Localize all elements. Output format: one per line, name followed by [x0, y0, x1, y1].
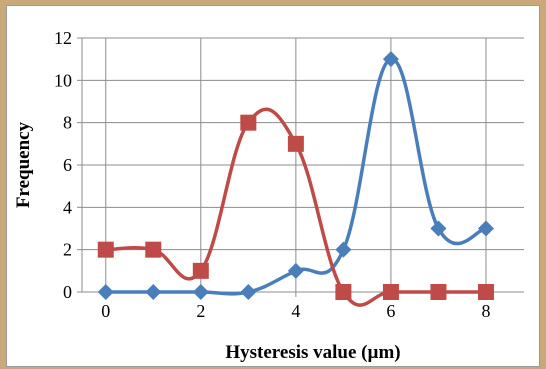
- series-2: [97, 107, 494, 307]
- y-tick-label: 6: [63, 155, 72, 175]
- y-axis-title: Frequency: [13, 121, 34, 208]
- x-tick-label: 8: [481, 301, 490, 321]
- axes: [77, 37, 524, 297]
- y-tick-label: 4: [63, 197, 72, 217]
- y-tick-label: 2: [63, 240, 72, 260]
- x-tick-label: 4: [291, 301, 300, 321]
- chart-frame: 0 2 4 6 8 10 12 0 2 4 6 8 Hysteresis value (µm) Fre…: [6, 5, 540, 367]
- square-marker: [477, 284, 494, 300]
- square-marker: [97, 241, 114, 258]
- diamond-marker: [240, 284, 257, 300]
- square-marker: [145, 241, 162, 258]
- y-tick-label: 12: [54, 28, 72, 48]
- series-layer: [97, 51, 494, 307]
- y-tick-label: 10: [54, 70, 72, 90]
- diamond-marker: [145, 284, 162, 300]
- diamond-marker: [97, 284, 114, 300]
- y-tick-label: 8: [63, 113, 72, 133]
- hysteresis-frequency-chart: 0 2 4 6 8 10 12 0 2 4 6 8 Hysteresis value (µm) Fre…: [13, 28, 524, 363]
- diamond-marker: [477, 220, 494, 237]
- diamond-marker: [192, 284, 209, 300]
- x-tick-label: 0: [101, 301, 110, 321]
- square-marker: [430, 284, 447, 300]
- tick-labels: 0 2 4 6 8 10 12 0 2 4 6 8: [54, 28, 490, 321]
- x-axis-title: Hysteresis value (µm): [225, 342, 400, 363]
- square-marker: [287, 135, 304, 152]
- x-tick-label: 2: [196, 301, 205, 321]
- diamond-marker: [335, 241, 352, 258]
- diamond-marker: [382, 51, 399, 68]
- square-marker: [382, 284, 399, 300]
- y-tick-label: 0: [63, 282, 72, 302]
- x-tick-label: 6: [386, 301, 395, 321]
- square-marker: [192, 262, 209, 279]
- square-marker: [335, 284, 352, 300]
- diamond-marker: [430, 220, 447, 237]
- square-marker: [240, 114, 257, 131]
- diamond-marker: [287, 262, 304, 279]
- grid: [82, 37, 524, 292]
